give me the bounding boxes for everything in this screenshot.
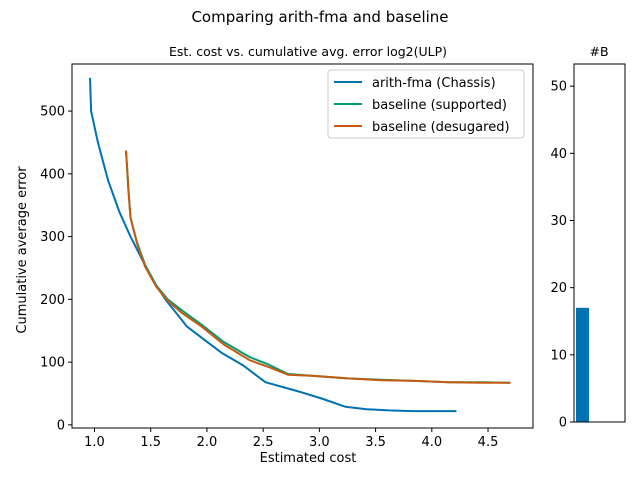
y-tick-label: 500: [40, 105, 65, 120]
x-tick-label: 4.5: [478, 435, 499, 450]
legend-frame: [327, 69, 525, 139]
legend-label-arith-fma: arith-fma (Chassis): [372, 76, 496, 91]
bar-y-tick-label: 50: [550, 80, 567, 95]
y-tick-label: 100: [40, 356, 65, 371]
figure-title: Comparing arith-fma and baseline: [191, 8, 448, 26]
legend-label-baseline-supported: baseline (supported): [372, 98, 507, 113]
legend-entry-baseline-supported: baseline (supported): [334, 98, 507, 113]
series-line-0: [89, 77, 457, 413]
main-chart-title: Est. cost vs. cumulative avg. error log2…: [169, 44, 447, 59]
y-axis-label: Cumulative average error: [15, 166, 30, 334]
bar-y-tick-label: 20: [550, 281, 567, 296]
side-bar-chart: #B 0 10 20 30 40 50: [550, 44, 626, 431]
x-tick-label: 4.0: [421, 435, 442, 450]
y-tick-label: 200: [40, 293, 65, 308]
x-tick-label: 2.0: [197, 435, 218, 450]
bar-y-tick-label: 30: [550, 214, 567, 229]
bar-y-tick-label: 0: [559, 416, 567, 431]
series-line-1: [125, 150, 511, 384]
bar-plot-frame: [573, 63, 626, 423]
x-tick-label: 1.0: [84, 435, 105, 450]
bar-y-tick-label: 40: [550, 147, 567, 162]
legend-entry-baseline-desugared: baseline (desugared): [334, 120, 510, 135]
y-tick-label: 300: [40, 230, 65, 245]
legend: arith-fma (Chassis) baseline (supported)…: [327, 69, 525, 139]
main-line-chart: Est. cost vs. cumulative avg. error log2…: [15, 44, 534, 466]
x-axis-label: Estimated cost: [260, 451, 357, 466]
x-tick-label: 3.5: [365, 435, 386, 450]
bar-axes: 0 10 20 30 40 50: [550, 63, 626, 431]
bar-y-tick-label: 10: [550, 348, 567, 363]
main-axes: 1.0 1.5 2.0 2.5 3.0 3.5 4.0 4.5 0 100 200 300 400 500: [40, 63, 534, 450]
bar-chart-title: #B: [589, 44, 608, 59]
y-tick-label: 400: [40, 167, 65, 182]
bar-arith-fma: [576, 307, 589, 422]
y-tick-label: 0: [57, 418, 65, 433]
x-tick-label: 2.5: [253, 435, 274, 450]
series-line-2: [125, 150, 511, 384]
bar-marks: [576, 307, 589, 422]
main-plot-frame: [71, 63, 534, 429]
main-series-lines: [89, 77, 511, 413]
legend-label-baseline-desugared: baseline (desugared): [372, 120, 510, 135]
x-tick-label: 1.5: [140, 435, 161, 450]
legend-entry-arith-fma: arith-fma (Chassis): [334, 76, 496, 91]
x-tick-label: 3.0: [309, 435, 330, 450]
